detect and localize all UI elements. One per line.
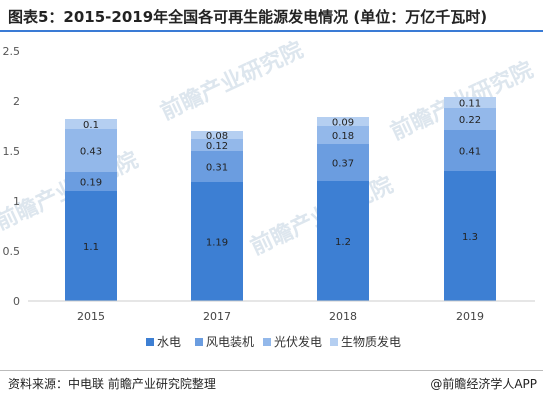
data-label: 0.31 xyxy=(206,163,228,174)
legend-swatch xyxy=(330,338,338,346)
data-label: 0.12 xyxy=(206,141,228,152)
data-label: 1.3 xyxy=(462,232,478,243)
title-rule xyxy=(0,30,543,32)
legend-label: 光伏发电 xyxy=(274,334,322,349)
legend-swatch xyxy=(195,338,203,346)
legend: 水电 风电装机 光伏发电 生物质发电 xyxy=(146,334,401,349)
data-label: 0.41 xyxy=(459,147,481,158)
bar-segment xyxy=(191,139,243,151)
x-tick-label: 2018 xyxy=(329,310,357,323)
data-label: 0.37 xyxy=(332,159,354,170)
bar-segment xyxy=(317,117,369,126)
bar-segment xyxy=(317,126,369,144)
legend-swatch xyxy=(146,338,154,346)
data-label: 0.19 xyxy=(80,178,102,189)
x-tick-label: 2019 xyxy=(456,310,484,323)
y-tick-label: 0.5 xyxy=(3,245,21,258)
chart-title: 图表5：2015-2019年全国各可再生能源发电情况 (单位：万亿千瓦时) xyxy=(8,8,488,26)
footer-rule xyxy=(0,370,543,371)
stacked-bar-chart: 前瞻产业研究院 前瞻产业研究院 前瞻产业研究院 前瞻产业研究院 00.511.5… xyxy=(0,37,537,349)
bar-segment xyxy=(65,119,117,129)
bar-segment xyxy=(191,151,243,182)
x-tick-label: 2017 xyxy=(203,310,231,323)
legend-label: 生物质发电 xyxy=(341,334,401,349)
x-axis: 2015 2017 2018 2019 xyxy=(28,300,535,323)
watermark-text: 前瞻产业研究院 xyxy=(157,37,308,126)
bar-segment xyxy=(65,172,117,191)
data-label: 0.1 xyxy=(83,120,99,131)
legend-label: 风电装机 xyxy=(206,335,254,349)
y-axis: 0 0.5 1 1.5 2 2.5 xyxy=(3,45,21,308)
data-label: 1.2 xyxy=(335,237,351,248)
bar-segment xyxy=(444,171,496,301)
bar-segment xyxy=(191,182,243,301)
x-tick-label: 2015 xyxy=(77,310,105,323)
y-tick-label: 1 xyxy=(13,195,20,208)
bar-segment xyxy=(317,181,369,301)
brand-label: @前瞻经济学人APP xyxy=(430,377,537,391)
bar-segment xyxy=(444,108,496,130)
y-tick-label: 2 xyxy=(13,95,20,108)
y-tick-label: 2.5 xyxy=(3,45,21,58)
bar-segment xyxy=(65,129,117,172)
bars-group: 1.1 0.19 0.43 0.1 1.19 0.31 0.120.08 1.2 0.37 0.1… xyxy=(65,97,496,301)
data-label: 0.09 xyxy=(332,118,354,129)
data-label: 0.11 xyxy=(459,99,481,110)
y-tick-label: 0 xyxy=(13,295,20,308)
data-label: 0.08 xyxy=(206,131,228,142)
legend-label: 水电 xyxy=(157,335,181,349)
bar-segment xyxy=(444,130,496,171)
bar-segment xyxy=(65,191,117,301)
source-note: 资料来源：中电联 前瞻产业研究院整理 xyxy=(8,377,216,391)
data-label: 0.22 xyxy=(459,115,481,126)
bar-segment xyxy=(444,97,496,108)
y-tick-label: 1.5 xyxy=(3,145,21,158)
bar-segment xyxy=(191,131,243,139)
bar-segment xyxy=(317,144,369,181)
data-label: 0.43 xyxy=(80,147,102,158)
legend-swatch xyxy=(263,338,271,346)
data-label: 1.1 xyxy=(83,242,99,253)
data-label: 0.18 xyxy=(332,131,354,142)
data-label: 1.19 xyxy=(206,238,228,249)
